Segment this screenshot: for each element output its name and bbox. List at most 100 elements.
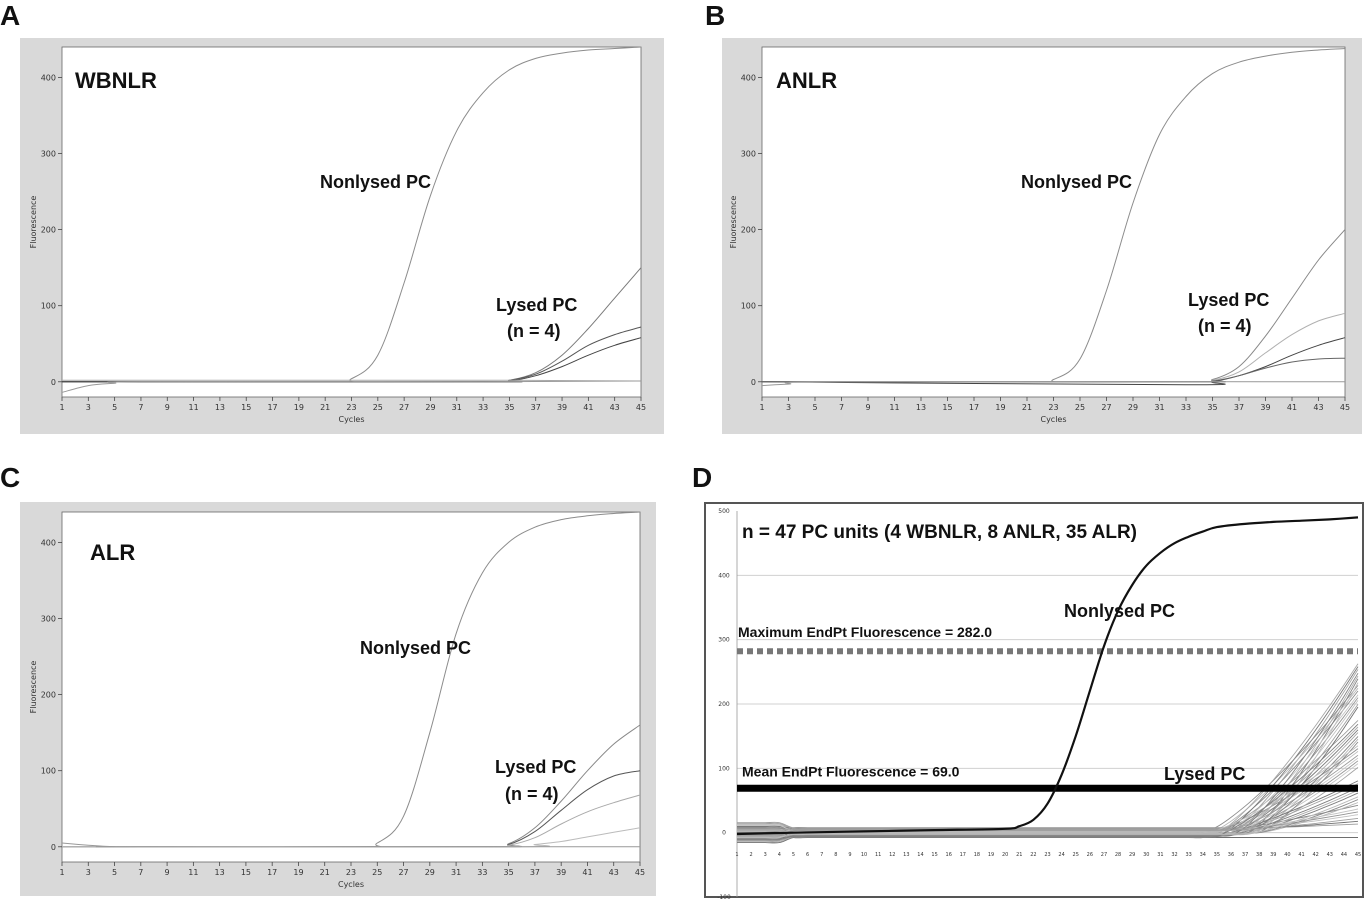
panel-d-xtick-label: 9: [848, 852, 851, 858]
panel-c-annotation-2: Lysed PC: [495, 757, 576, 777]
panel-b-xtick-label: 31: [1154, 403, 1164, 412]
panel-b-ytick-label: 300: [741, 150, 756, 159]
panel-letter-d: D: [692, 462, 713, 493]
panel-c-series-line-6: [61, 842, 640, 848]
panel-b-x-axis-label: Cycles: [1040, 415, 1066, 424]
panel-a-xtick-label: 41: [583, 403, 593, 412]
panel-b-xtick-label: 45: [1340, 403, 1350, 412]
panel-a-xtick-label: 3: [86, 403, 91, 412]
panel-a-series-line-6: [61, 380, 642, 393]
panel-a-xtick-label: 1: [59, 403, 64, 412]
panel-c-xtick-label: 25: [372, 868, 382, 877]
panel-a-xtick-label: 13: [215, 403, 225, 412]
panel-c-xtick-label: 9: [165, 868, 170, 877]
panel-d-xtick-label: 26: [1087, 852, 1093, 858]
panel-d-xtick-label: 30: [1143, 852, 1149, 858]
panel-d-xtick-label: 33: [1185, 852, 1191, 858]
panel-b-series-line-6: [761, 381, 1346, 387]
panel-d-xtick-label: 43: [1327, 852, 1333, 858]
panel-d-lysed-curve: [736, 729, 1359, 839]
panel-d-xtick-label: 41: [1298, 852, 1304, 858]
panel-b-xtick-label: 35: [1207, 403, 1217, 412]
panel-b-xtick-label: 37: [1234, 403, 1244, 412]
panel-d-xtick-label: 15: [931, 852, 937, 858]
panel-b-xtick-label: 23: [1048, 403, 1058, 412]
panel-a-xtick-label: 39: [557, 403, 567, 412]
panel-d-xtick-label: 38: [1256, 852, 1262, 858]
panel-d-lysed-curve: [736, 726, 1359, 843]
panel-d-ytick-label: 300: [718, 637, 730, 644]
panel-a-annotation-2: Lysed PC: [496, 295, 577, 315]
panel-a-title: WBNLR: [75, 68, 157, 93]
panel-letter-a: A: [0, 0, 21, 31]
panel-c-xtick-label: 13: [215, 868, 225, 877]
panel-a-annotation-1: Nonlysed PC: [320, 172, 431, 192]
panel-a-xtick-label: 23: [346, 403, 356, 412]
panel-a-xtick-label: 29: [425, 403, 435, 412]
panel-a-xtick-label: 17: [267, 403, 277, 412]
panel-b-xtick-label: 41: [1287, 403, 1297, 412]
panel-d-lysed-curve: [737, 796, 1359, 838]
panel-a-xtick-label: 15: [241, 403, 251, 412]
panel-d-nonlysed-line: [736, 516, 1359, 836]
panel-letter-c: C: [0, 462, 21, 493]
panel-b-xtick-label: 15: [942, 403, 952, 412]
panel-d-xtick-label: 45: [1355, 852, 1361, 858]
panel-c-xtick-label: 21: [320, 868, 330, 877]
panel-d-annotation-2: Lysed PC: [1164, 764, 1245, 784]
panel-c-ytick-label: 400: [41, 538, 56, 547]
panel-a-xtick-label: 35: [504, 403, 514, 412]
panel-a-xtick-label: 43: [610, 403, 620, 412]
panel-b-xtick-label: 25: [1075, 403, 1085, 412]
panel-a-xtick-label: 5: [112, 403, 117, 412]
panel-c-xtick-label: 17: [267, 868, 277, 877]
panel-c-xtick-label: 19: [293, 868, 303, 877]
panel-a-xtick-label: 33: [478, 403, 488, 412]
panel-b-xtick-label: 39: [1260, 403, 1270, 412]
panel-c-ytick-label: 200: [41, 691, 56, 700]
panel-d-lysed-curve: [737, 754, 1359, 837]
panel-d-xtick-label: 12: [889, 852, 895, 858]
panel-b-xtick-label: 13: [916, 403, 926, 412]
panel-a-y-axis-label: Fluorescence: [29, 196, 38, 249]
panel-c-xtick-label: 27: [398, 868, 408, 877]
panel-b-xtick-label: 21: [1022, 403, 1032, 412]
panel-d-mean-endpt-label: Mean EndPt Fluorescence = 69.0: [742, 763, 960, 779]
panel-c-xtick-label: 29: [425, 868, 435, 877]
panel-a-ytick-label: 100: [41, 302, 56, 311]
panel-b-xtick-label: 5: [812, 403, 817, 412]
panel-c-xtick-label: 7: [138, 868, 143, 877]
panel-c-xtick-label: 33: [477, 868, 487, 877]
panel-d-xtick-label: 16: [946, 852, 952, 858]
panel-c-xtick-label: 23: [346, 868, 356, 877]
panel-a-ytick-label: 400: [41, 73, 56, 82]
panel-d-xtick-label: 28: [1115, 852, 1121, 858]
panel-c-xtick-label: 3: [86, 868, 91, 877]
panel-d-xtick-label: 39: [1270, 852, 1276, 858]
panel-d-xtick-label: 19: [988, 852, 994, 858]
panel-d-xtick-label: 10: [861, 852, 867, 858]
panel-d-annotation-1: Nonlysed PC: [1064, 601, 1175, 621]
panel-d-lysed-curve: [736, 672, 1359, 837]
panel-c-title: ALR: [90, 540, 135, 565]
panel-d-xtick-label: 20: [1002, 852, 1008, 858]
panel-d-xtick-label: 44: [1341, 852, 1347, 858]
panel-letter-b: B: [705, 0, 726, 31]
panel-d-ytick-label: -100: [717, 894, 731, 901]
panel-d-xtick-label: 24: [1058, 852, 1064, 858]
panel-d-xtick-label: 13: [903, 852, 909, 858]
panel-c-xtick-label: 37: [530, 868, 540, 877]
panel-b-xtick-label: 3: [786, 403, 791, 412]
panel-c-xtick-label: 31: [451, 868, 461, 877]
panel-d-xtick-label: 4: [778, 852, 781, 858]
panel-d-ytick-label: 0: [722, 830, 726, 837]
panel-a-x-axis-label: Cycles: [338, 415, 364, 424]
panel-c-xtick-label: 11: [188, 868, 198, 877]
panel-b-ytick-label: 400: [741, 73, 756, 82]
panel-b-xtick-label: 1: [759, 403, 764, 412]
panel-b-plot-area: [761, 46, 1346, 398]
panel-d-xtick-label: 37: [1242, 852, 1248, 858]
panel-d-lysed-curve: [736, 817, 1359, 831]
panel-d-lysed-curve: [737, 723, 1359, 839]
panel-a-xtick-label: 21: [320, 403, 330, 412]
